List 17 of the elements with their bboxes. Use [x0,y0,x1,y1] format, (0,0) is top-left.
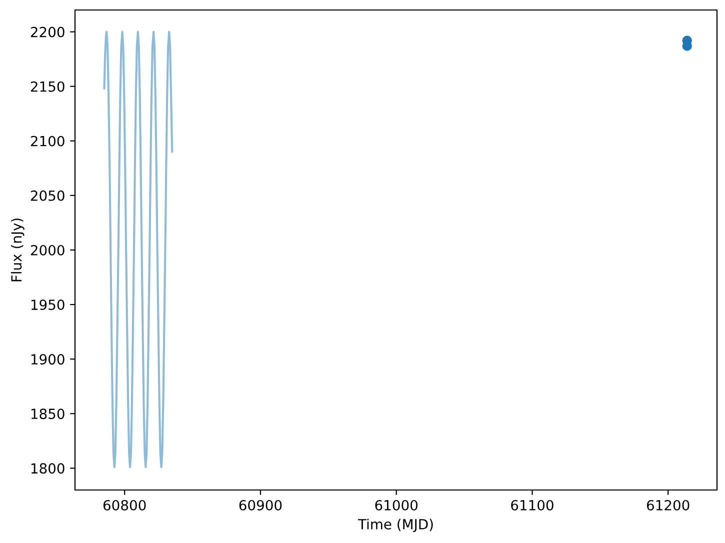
y-tick-label: 2050 [30,190,64,201]
x-tick-label: 61200 [646,500,690,510]
y-tick-label: 1950 [31,300,64,310]
x-tick-label: 60800 [103,500,146,510]
y-tick-label: 2150 [30,81,64,92]
y-tick-label: 1900 [31,354,64,365]
line-series [103,30,174,468]
y-axis-title: Flux (nJy) [10,218,24,282]
x-tick-label: 61000 [375,500,418,510]
x-tick-label: 60900 [239,500,282,510]
y-tick-label: 1850 [31,408,64,420]
y-tick-label: 2100 [30,136,64,146]
y-tick-label: 2200 [30,26,64,38]
x-axis-title: Time (MJD) [358,518,433,532]
y-tick-label: 1800 [31,463,64,474]
x-tick-label: 61100 [511,500,554,510]
y-tick-label: 2000 [30,244,64,256]
